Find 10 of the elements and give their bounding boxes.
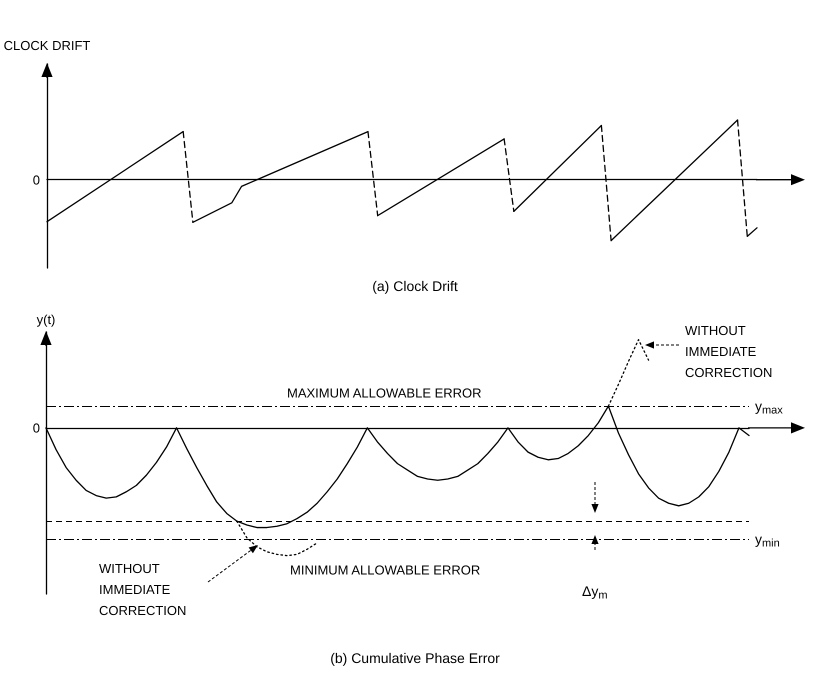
- annotation: MINIMUM ALLOWABLE ERROR: [290, 562, 480, 578]
- annotation: WITHOUT IMMEDIATE CORRECTION: [685, 323, 772, 380]
- text: (b) Cumulative Phase Error: [330, 650, 500, 666]
- y-axis-title: CLOCK DRIFT: [4, 38, 90, 53]
- y-axis-title: y(t): [36, 312, 56, 327]
- annotation: MAXIMUM ALLOWABLE ERROR: [287, 386, 482, 401]
- text: 0: [32, 172, 40, 188]
- text: WITHOUT IMMEDIATE CORRECTION: [99, 561, 186, 618]
- text: (a) Clock Drift: [372, 278, 458, 294]
- text: 0: [32, 420, 40, 436]
